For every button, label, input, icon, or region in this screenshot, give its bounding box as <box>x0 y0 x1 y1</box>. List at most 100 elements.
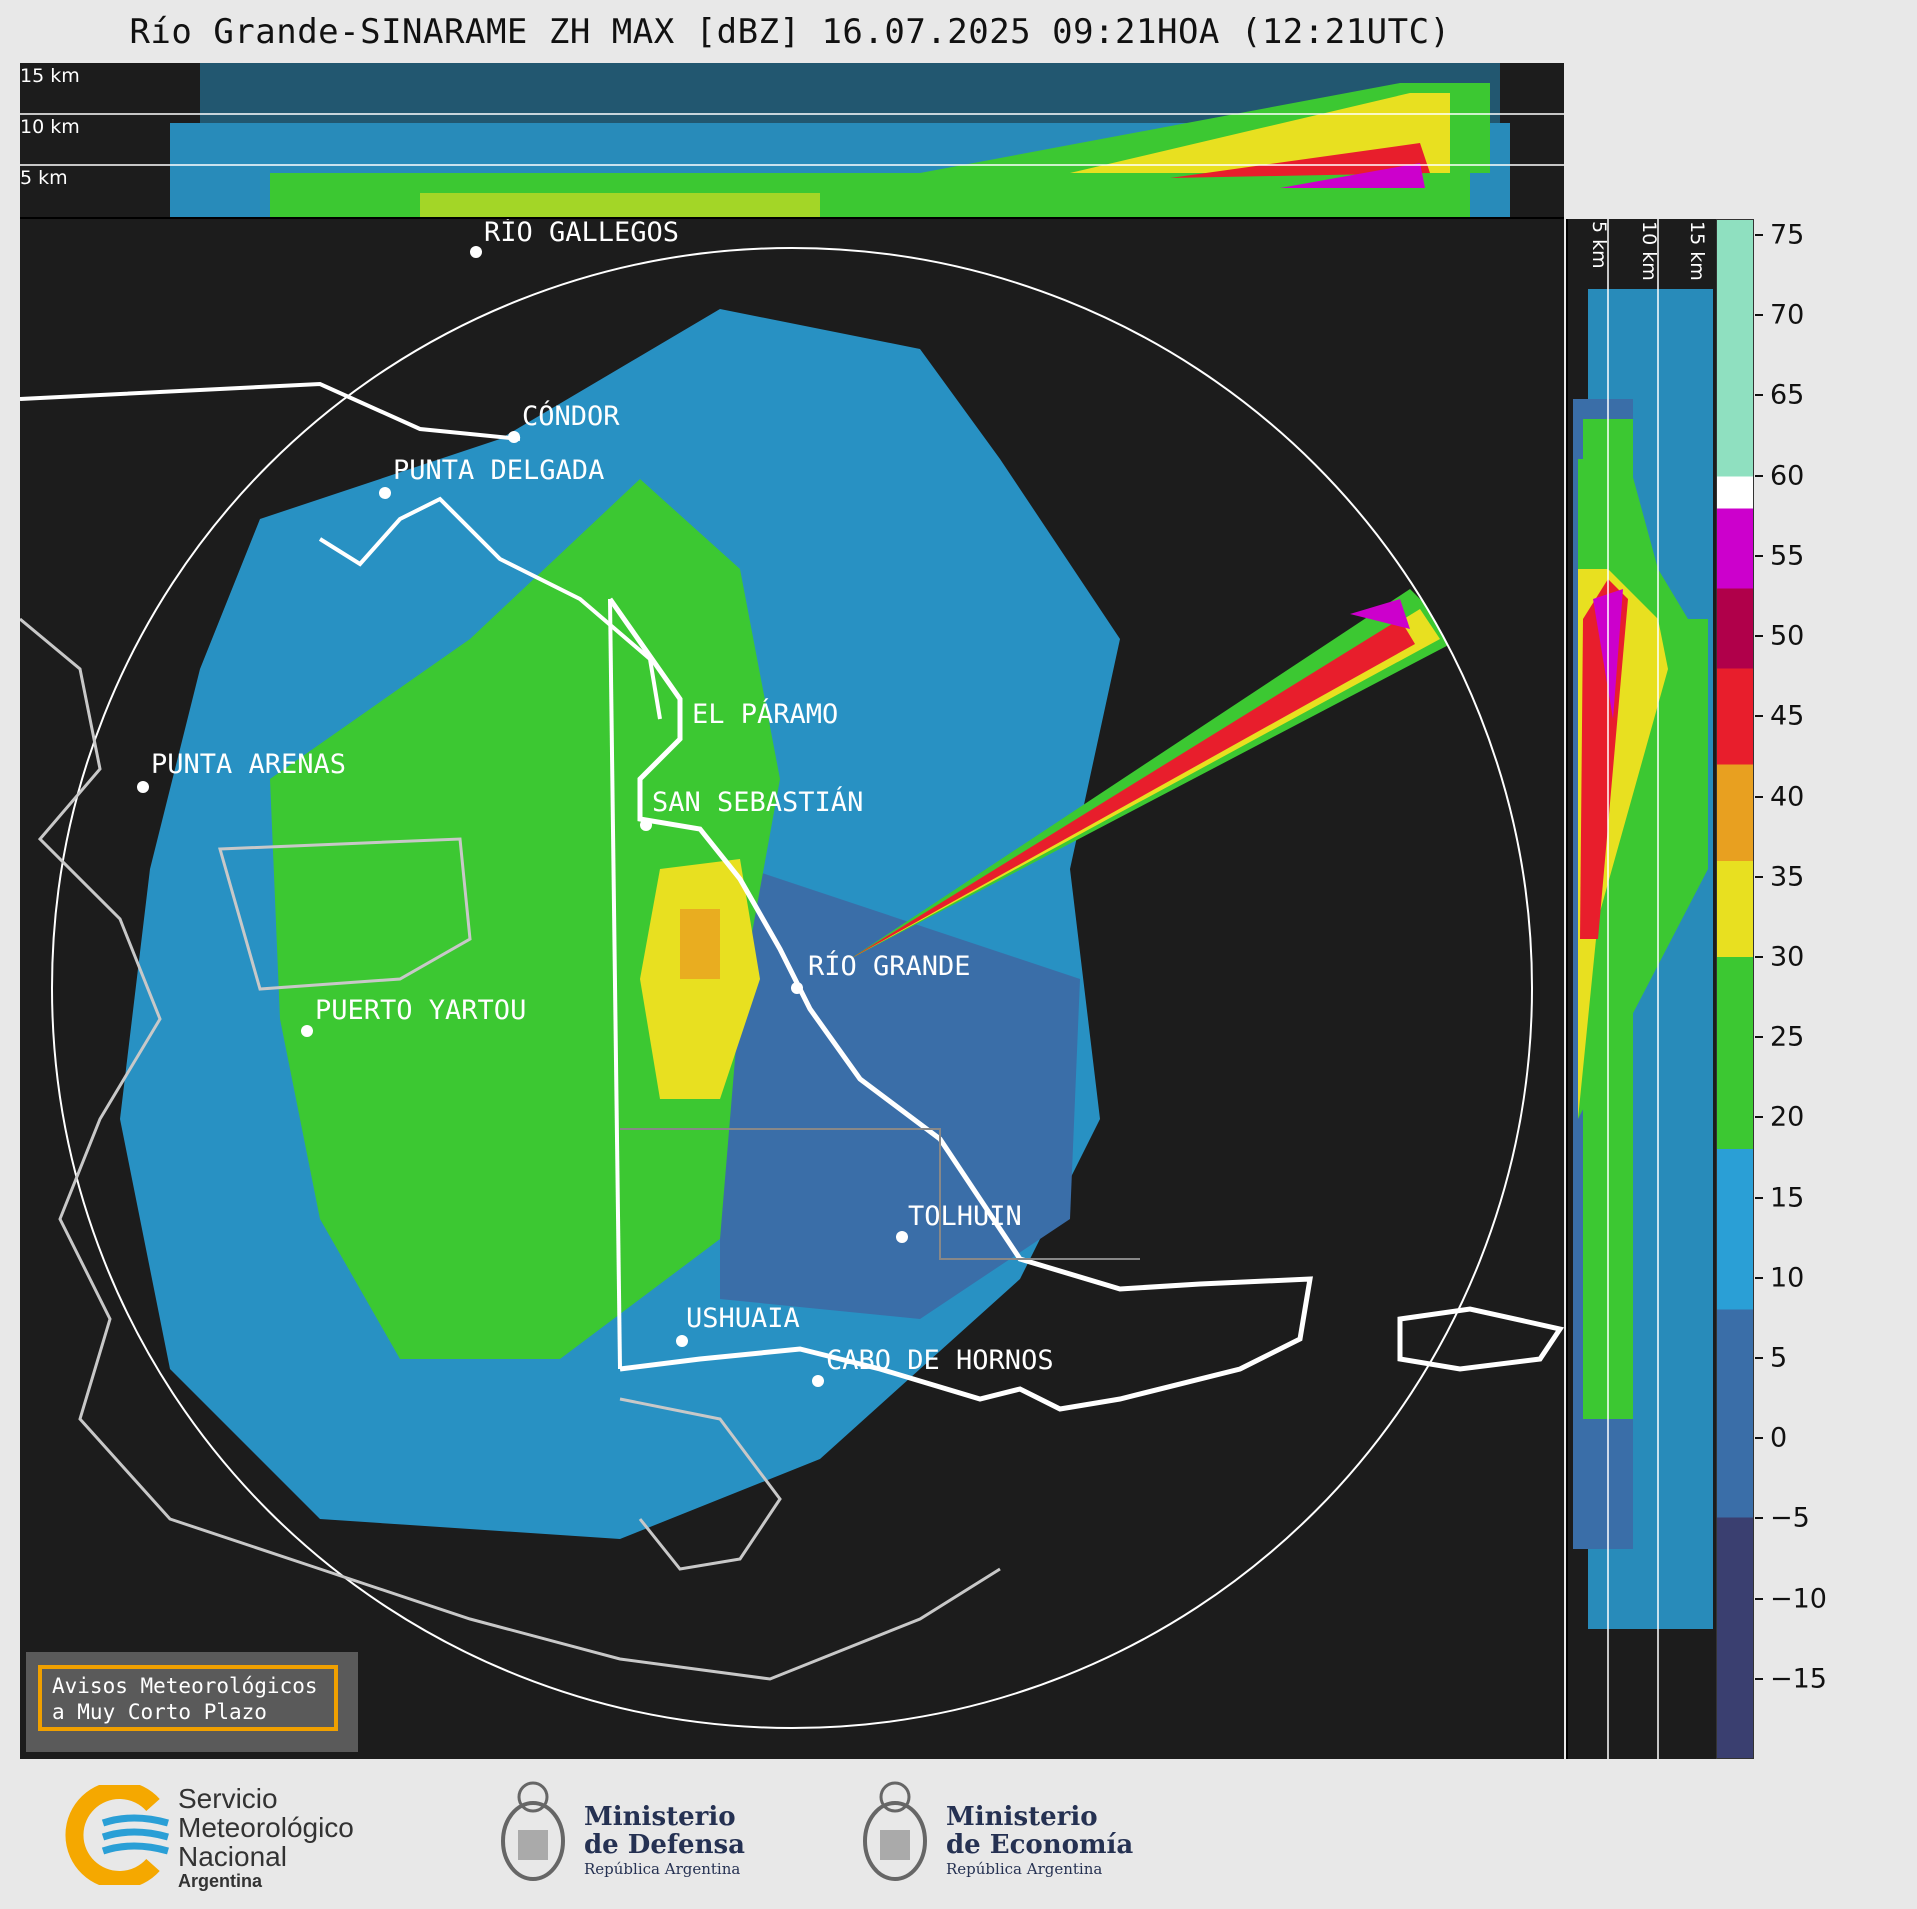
city-dot-punta-delgada <box>379 487 391 499</box>
alert-line-1: Avisos Meteorológicos <box>52 1674 318 1698</box>
colorbar-tick-label: 35 <box>1770 861 1805 893</box>
right-label-15km: 15 km <box>1686 221 1708 281</box>
defensa-line-3: República Argentina <box>584 1860 741 1878</box>
colorbar-tick-label: 30 <box>1770 941 1805 973</box>
city-label-rio-grande: RÍO GRANDE <box>808 951 971 982</box>
city-dot-tolhuin <box>896 1231 908 1243</box>
colorbar-tick-mark <box>1755 1597 1763 1600</box>
colorbar-tick-label: 70 <box>1770 299 1805 331</box>
city-label-cabo-de-hornos: CABO DE HORNOS <box>826 1345 1054 1376</box>
colorbar-tick-mark <box>1755 1116 1763 1119</box>
city-dot-ushuaia <box>676 1335 688 1347</box>
city-label-ushuaia: USHUAIA <box>686 1303 800 1334</box>
city-label-san-sebastian: SAN SEBASTIÁN <box>652 787 864 818</box>
top-cross-section-graphic <box>20 63 1564 217</box>
city-dot-cabo-de-hornos <box>812 1375 824 1387</box>
colorbar-tick-mark <box>1755 1196 1763 1199</box>
colorbar-tick-label: 75 <box>1770 219 1805 251</box>
economia-logo-text: Ministerio de Economía República Argenti… <box>946 1803 1133 1879</box>
colorbar-tick-label: 0 <box>1770 1422 1788 1454</box>
economia-line-1: Ministerio <box>946 1802 1098 1832</box>
colorbar-tick-label: 5 <box>1770 1342 1788 1374</box>
colorbar-tick-label: 65 <box>1770 379 1805 411</box>
coastline-chile <box>20 617 1001 1681</box>
colorbar-tick-label: 60 <box>1770 460 1805 492</box>
city-label-tolhuin: TOLHUIN <box>908 1201 1022 1232</box>
colorbar-tick-label: −15 <box>1770 1663 1827 1695</box>
smn-line-2: Meteorológico <box>178 1812 354 1843</box>
dbz-colorbar <box>1716 219 1754 1759</box>
smn-line-1: Servicio <box>178 1783 278 1814</box>
colorbar-tick-mark <box>1755 1517 1763 1520</box>
radar-reflectivity-map <box>20 247 1564 1729</box>
province-boundary <box>620 1128 1140 1260</box>
colorbar-tick-mark <box>1755 554 1763 557</box>
city-dot-san-sebastian <box>640 819 652 831</box>
city-label-el-paramo: EL PÁRAMO <box>692 699 839 730</box>
city-label-puerto-yartou: PUERTO YARTOU <box>315 995 527 1026</box>
border-line-vertical <box>608 598 622 1370</box>
coastline-north <box>318 496 662 720</box>
colorbar-tick-mark <box>1755 474 1763 477</box>
island-outline-south <box>619 1397 782 1571</box>
colorbar-tick-label: 40 <box>1770 781 1805 812</box>
colorbar-tick-label: 25 <box>1770 1021 1805 1053</box>
chart-title: Río Grande-SINARAME ZH MAX [dBZ] 16.07.2… <box>129 12 1451 52</box>
colorbar-tick-mark <box>1755 314 1763 317</box>
defensa-line-1: Ministerio <box>584 1802 736 1832</box>
defensa-coat-of-arms-icon <box>501 1781 565 1881</box>
colorbar-tick-label: 45 <box>1770 700 1805 732</box>
top-label-15km: 15 km <box>20 65 80 87</box>
colorbar-tick-mark <box>1755 1677 1763 1680</box>
top-cross-section-panel: 15 km 10 km 5 km <box>20 63 1564 219</box>
right-cross-section-panel: 5 km 10 km 15 km <box>1566 219 1716 1759</box>
economia-line-2: de Economía <box>946 1830 1134 1860</box>
colorbar-tick-mark <box>1755 635 1763 638</box>
radar-range-ring <box>51 247 1533 1729</box>
right-cross-section-graphic <box>1573 219 1713 1759</box>
border-line-north <box>20 381 521 441</box>
smn-logo-text: Servicio Meteorológico Nacional Argentin… <box>178 1784 354 1891</box>
colorbar-tick-mark <box>1755 394 1763 397</box>
colorbar-tick-mark <box>1755 1356 1763 1359</box>
colorbar-tick-label: −5 <box>1770 1502 1810 1534</box>
colorbar-tick-mark <box>1755 1276 1763 1279</box>
colorbar-tick-mark <box>1755 875 1763 878</box>
colorbar-tick-label: 15 <box>1770 1182 1805 1214</box>
city-dot-puerto-yartou <box>301 1025 313 1037</box>
top-label-5km: 5 km <box>20 167 68 189</box>
isla-de-los-estados-outline <box>1397 1306 1564 1372</box>
colorbar-tick-mark <box>1755 234 1763 237</box>
city-dot-punta-arenas <box>137 781 149 793</box>
smn-logo-icon <box>65 1785 169 1885</box>
main-radar-map: RÍO GALLEGOS CÓNDOR PUNTA DELGADA PUNTA … <box>20 219 1564 1759</box>
colorbar-tick-label: 20 <box>1770 1101 1805 1133</box>
city-dot-rio-grande <box>791 982 803 994</box>
lake-outline <box>218 837 472 991</box>
colorbar-tick-label: 10 <box>1770 1262 1805 1294</box>
city-dot-rio-gallegos <box>470 246 482 258</box>
smn-line-3: Nacional <box>178 1841 287 1872</box>
right-label-5km: 5 km <box>1588 221 1610 269</box>
colorbar-tick-label: −10 <box>1770 1583 1827 1615</box>
city-label-condor: CÓNDOR <box>522 401 620 432</box>
city-dot-condor <box>508 431 520 443</box>
city-label-punta-delgada: PUNTA DELGADA <box>393 455 605 486</box>
city-label-rio-gallegos: RÍO GALLEGOS <box>484 219 680 248</box>
right-label-10km: 10 km <box>1638 221 1660 281</box>
smn-line-4: Argentina <box>178 1871 263 1891</box>
city-label-punta-arenas: PUNTA ARENAS <box>151 749 347 780</box>
alert-badge-frame: Avisos Meteorológicos a Muy Corto Plazo <box>38 1665 338 1731</box>
economia-line-3: República Argentina <box>946 1860 1103 1878</box>
economia-coat-of-arms-icon <box>863 1781 927 1881</box>
colorbar-tick-mark <box>1755 1437 1763 1440</box>
colorbar-tick-mark <box>1755 1036 1763 1039</box>
colorbar-tick-mark <box>1755 955 1763 958</box>
defensa-logo-text: Ministerio de Defensa República Argentin… <box>584 1803 745 1879</box>
colorbar-tick-mark <box>1755 715 1763 718</box>
alert-line-2: a Muy Corto Plazo <box>52 1700 267 1724</box>
defensa-line-2: de Defensa <box>584 1830 745 1860</box>
alert-badge[interactable]: Avisos Meteorológicos a Muy Corto Plazo <box>26 1652 358 1752</box>
colorbar-tick-label: 50 <box>1770 620 1805 652</box>
colorbar-tick-mark <box>1755 795 1763 798</box>
